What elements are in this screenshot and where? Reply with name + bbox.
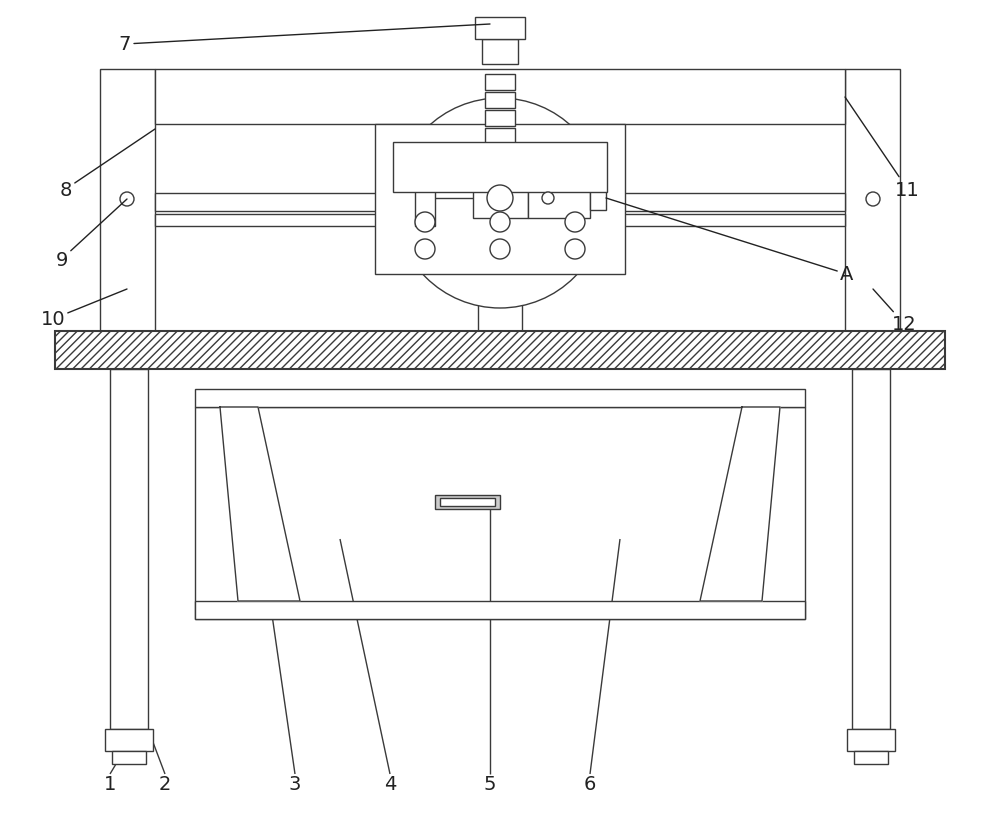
Bar (393, 143, 607, 192)
Bar (195, 408, 805, 619)
Circle shape (395, 99, 605, 309)
Bar (485, 111, 515, 127)
Bar (847, 729, 895, 751)
Text: 8: 8 (60, 130, 155, 199)
Bar (105, 729, 153, 751)
Bar (485, 93, 515, 109)
Bar (485, 75, 515, 91)
Polygon shape (220, 408, 300, 601)
Text: 9: 9 (56, 200, 127, 269)
Text: 2: 2 (159, 775, 171, 794)
Circle shape (487, 186, 513, 212)
Bar (110, 369, 148, 729)
Circle shape (866, 192, 880, 206)
Bar (475, 18, 525, 40)
Circle shape (490, 240, 510, 260)
Text: 1: 1 (104, 775, 116, 794)
Circle shape (565, 240, 585, 260)
Circle shape (490, 213, 510, 233)
Bar (375, 124, 625, 274)
Text: 4: 4 (384, 775, 396, 794)
Bar (485, 147, 515, 163)
Bar (100, 70, 155, 332)
Bar (155, 70, 845, 124)
Polygon shape (700, 408, 780, 601)
Bar (55, 332, 945, 369)
Text: 11: 11 (845, 98, 920, 199)
Bar (195, 601, 805, 619)
Bar (487, 171, 513, 187)
Text: A: A (606, 199, 853, 284)
Bar (195, 390, 805, 408)
Bar (487, 151, 513, 167)
Text: 5: 5 (484, 775, 496, 794)
Bar (485, 129, 515, 145)
Bar (590, 187, 606, 210)
Text: 3: 3 (289, 775, 301, 794)
Bar (528, 179, 590, 219)
Bar (435, 495, 500, 509)
Bar (112, 751, 146, 764)
Circle shape (120, 192, 134, 206)
Bar (482, 40, 518, 65)
Bar (415, 171, 435, 227)
Bar (440, 499, 495, 506)
Bar (155, 194, 845, 212)
Bar (854, 751, 888, 764)
Bar (473, 179, 528, 219)
Text: 6: 6 (584, 775, 596, 794)
Text: 12: 12 (873, 290, 917, 334)
Circle shape (415, 213, 435, 233)
Circle shape (565, 213, 585, 233)
Text: 7: 7 (119, 25, 490, 54)
Text: 10: 10 (40, 290, 127, 329)
Bar (845, 70, 900, 332)
Circle shape (542, 192, 554, 205)
Bar (155, 215, 845, 227)
Bar (852, 369, 890, 729)
Bar (487, 191, 513, 206)
Circle shape (415, 240, 435, 260)
Bar (485, 165, 515, 181)
